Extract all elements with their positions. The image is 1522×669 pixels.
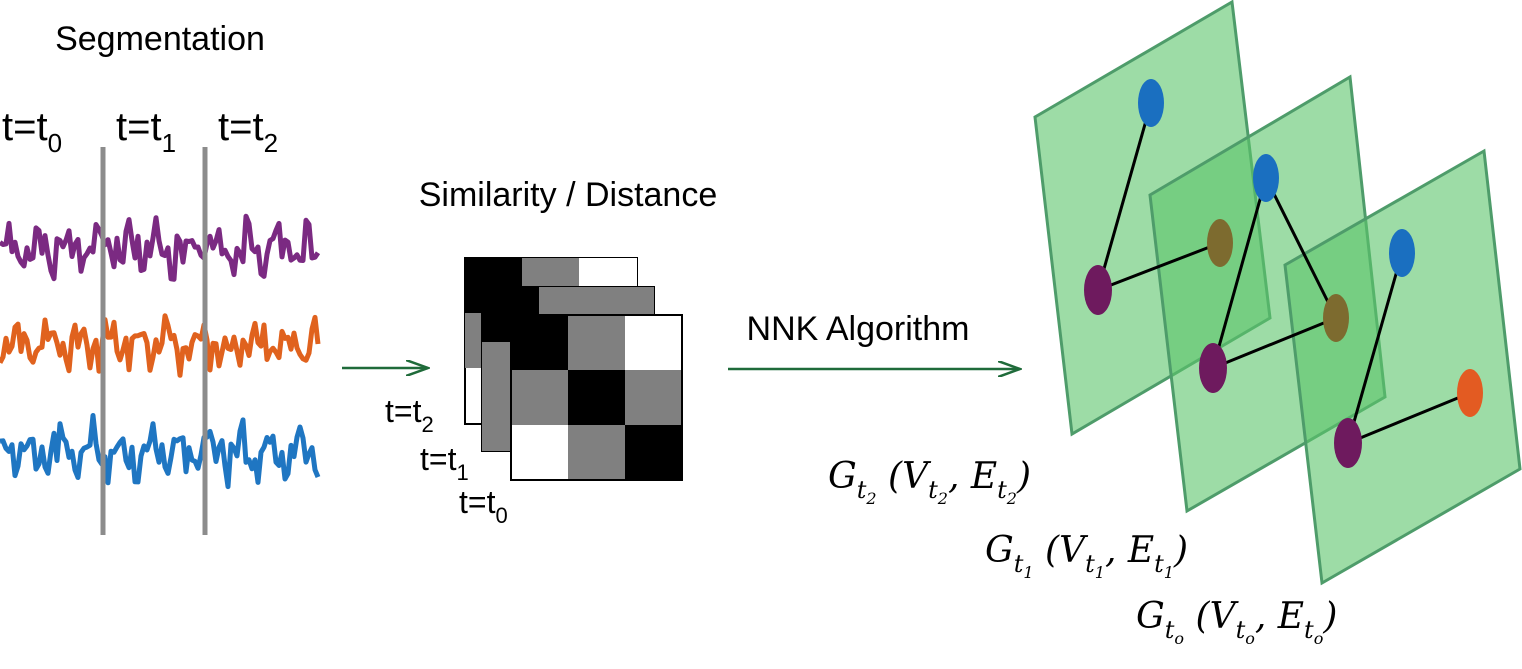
graph-edges: [1096, 102, 1471, 445]
nnk-algorithm-label: NNK Algorithm: [747, 310, 970, 348]
node-blue-t0: [1389, 229, 1415, 277]
node-olive-t2: [1207, 219, 1233, 267]
node-purple-t0: [1334, 418, 1362, 468]
edge-t1-blue-olive: [1264, 177, 1338, 319]
similarity-matrix-t0: [510, 314, 683, 481]
edge-t0-purple-orange: [1347, 391, 1471, 445]
node-blue-t2: [1138, 79, 1164, 127]
signal-trace-blue: [0, 413, 321, 490]
similarity-panel: Similarity / Distance: [385, 176, 717, 528]
time-label-t0: t=t0: [2, 105, 62, 158]
edge-t1-purple-olive: [1212, 316, 1337, 370]
segmentation-title: Segmentation: [55, 20, 265, 58]
node-orange-t0: [1457, 369, 1483, 417]
graph-label-t1: Gt1 (Vt1, Et1): [985, 530, 1188, 582]
node-blue-t1: [1253, 154, 1279, 202]
edge-t0-blue-purple: [1346, 252, 1404, 444]
node-purple-t1: [1199, 343, 1227, 393]
signal-trace-orange: [0, 313, 321, 378]
edge-t1-blue-purple: [1211, 177, 1268, 369]
matrix-label-t2: t=t2: [385, 393, 434, 437]
node-purple-t2: [1084, 265, 1112, 315]
time-label-t1: t=t1: [116, 105, 176, 158]
graph-plane-t0: [1283, 148, 1522, 586]
edge-t2-blue-purple: [1096, 102, 1153, 291]
node-olive-t1: [1323, 294, 1349, 342]
signal-trace-purple: [0, 213, 321, 282]
time-label-t2: t=t2: [218, 105, 278, 158]
graph-label-t0: Gto (Vto, Eto): [1136, 596, 1337, 648]
graph-panel: Gt2 (Vt2, Et2) Gt1 (Vt1, Et1) Gto (Vto, …: [828, 0, 1522, 648]
matrix-label-t1: t=t1: [420, 441, 469, 485]
segmentation-panel: Segmentation t=t0 t=t1 t=t2: [0, 20, 321, 535]
similarity-title: Similarity / Distance: [419, 176, 718, 214]
edge-t2-purple-olive: [1097, 241, 1221, 292]
graph-label-t2: Gt2 (Vt2, Et2): [828, 456, 1031, 508]
matrix-label-t0: t=t0: [459, 484, 508, 528]
